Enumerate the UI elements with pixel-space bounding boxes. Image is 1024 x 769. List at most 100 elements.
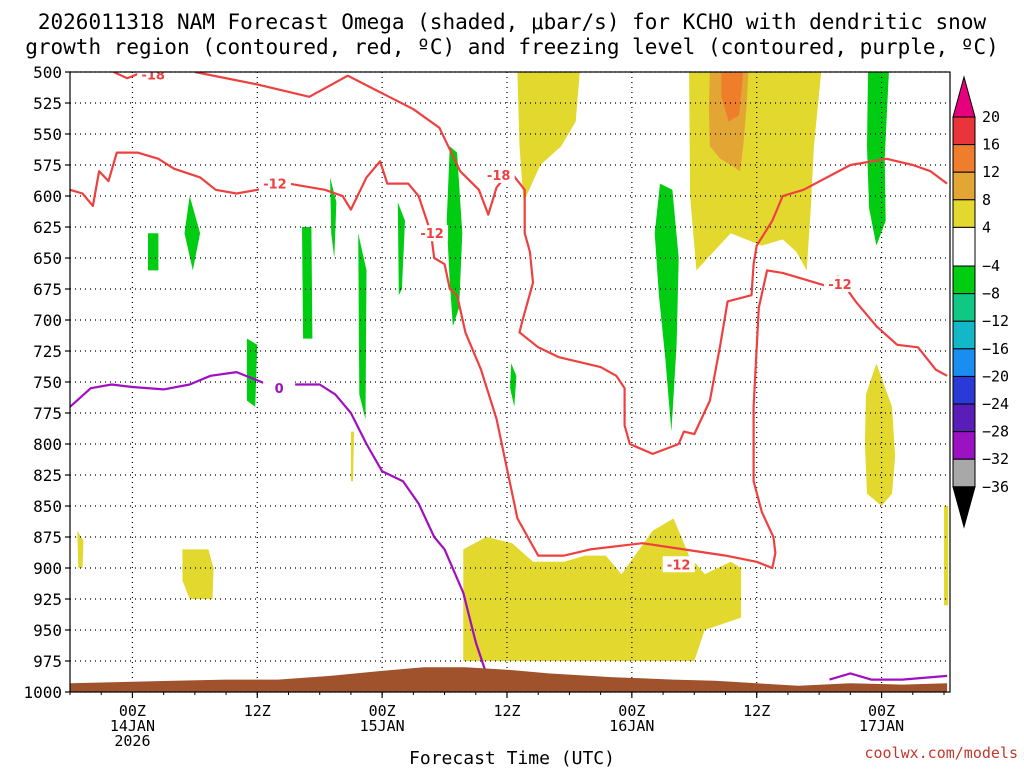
contour-label: 0 [275, 382, 284, 397]
axes-layer: 500 525 550 575 600 625 650 675 700 725 750 775 800 8… [23, 63, 951, 750]
colorbar-bin [952, 431, 976, 460]
y-tick-label: 875 [33, 528, 62, 547]
x-tick-label: 00Z [119, 702, 146, 720]
omega-region-yellow [517, 72, 580, 203]
colorbar-label: −24 [982, 395, 1009, 413]
y-tick-label: 725 [33, 342, 62, 361]
colorbar-label: 4 [982, 218, 991, 236]
y-tick-label: 500 [33, 63, 62, 82]
contour-label-bg [482, 166, 515, 183]
colorbar-bin [952, 375, 976, 405]
terrain-layer [70, 667, 948, 692]
colorbar-bin [952, 403, 976, 433]
x-tick-label: 2026 [114, 732, 150, 750]
y-tick-label: 975 [33, 652, 62, 671]
x-tick-label: 15JAN [360, 717, 405, 735]
x-tick-label: 12Z [743, 702, 770, 720]
chart-title-line2: growth region (contoured, red, ºC) and f… [25, 35, 999, 59]
x-tick-label: 14JAN [110, 717, 155, 735]
freezing-level-contour [70, 371, 488, 674]
colorbar-label: 20 [982, 108, 1000, 126]
colorbar-label: 12 [982, 163, 1000, 181]
x-tick-label: 00Z [868, 702, 895, 720]
y-tick-label: 550 [33, 125, 62, 144]
y-tick-label: 925 [33, 590, 62, 609]
colorbar-bin [952, 458, 976, 488]
x-tick-label: 00Z [369, 702, 396, 720]
y-tick-label: 1000 [23, 683, 62, 702]
colorbar-bin [952, 265, 976, 295]
colorbar-label: −4 [982, 257, 1000, 275]
colorbar-top-arrow [952, 75, 976, 118]
y-tick-label: 575 [33, 156, 62, 175]
freezing-level-contour [829, 672, 948, 681]
omega-region-green [148, 233, 159, 271]
omega-region-yellow [350, 431, 355, 482]
y-tick-label: 650 [33, 249, 62, 268]
y-tick-label: 850 [33, 497, 62, 516]
y-tick-label: 950 [33, 621, 62, 640]
omega-region-green [397, 202, 405, 296]
y-tick-label: 700 [33, 311, 62, 330]
contour-label: -12 [420, 227, 444, 242]
omega-region-green [358, 233, 367, 420]
colorbar: 20 16 12 8 4 −4 −8 −12 −16 −20 −24 −28 −32 −36 [952, 75, 1009, 529]
omega-region-yellow [463, 518, 742, 661]
omega-region-yellow [77, 530, 84, 568]
omega-region-green [330, 177, 337, 258]
colorbar-label: −12 [982, 312, 1009, 330]
colorbar-bin [952, 320, 976, 350]
terrain-fill [70, 667, 948, 692]
contour-label-bg [258, 175, 291, 192]
omega-region-dark-orange [721, 72, 744, 122]
colorbar-label: −32 [982, 450, 1009, 468]
colorbar-bin [952, 348, 976, 377]
omega-region-green [184, 196, 201, 271]
x-tick-label: 16JAN [609, 717, 654, 735]
contour-label-bg [823, 276, 856, 293]
contour-label-bg [662, 556, 695, 573]
contour-layer: -18 -18 -12 -12 -12 -12 0 [70, 68, 948, 681]
y-tick-label: 625 [33, 218, 62, 237]
omega-shading-layer [77, 72, 949, 661]
omega-region-green [510, 363, 517, 407]
y-tick-label: 675 [33, 280, 62, 299]
x-tick-label: 17JAN [859, 717, 904, 735]
colorbar-label: −20 [982, 367, 1009, 385]
omega-region-yellow [182, 549, 214, 599]
colorbar-bin [952, 116, 976, 146]
contour-label: -12 [263, 178, 287, 193]
contour-label: -18 [141, 68, 165, 83]
colorbar-bottom-arrow [952, 486, 976, 529]
x-tick-label: 12Z [244, 702, 271, 720]
colorbar-label: −16 [982, 340, 1009, 358]
omega-region-green [867, 72, 889, 246]
y-tick-label: 825 [33, 466, 62, 485]
contour-label-bg [137, 72, 170, 83]
y-tick-label: 775 [33, 404, 62, 423]
dendritic-contour [194, 72, 948, 455]
colorbar-bin [952, 293, 976, 322]
omega-region-green [302, 227, 313, 339]
y-tick-label: 800 [33, 435, 62, 454]
contour-label: -12 [667, 558, 691, 573]
y-tick-label: 750 [33, 373, 62, 392]
omega-region-green [446, 146, 463, 327]
colorbar-label: −28 [982, 423, 1009, 441]
dendritic-contour [70, 151, 948, 570]
colorbar-bin [952, 226, 976, 267]
x-tick-label: 00Z [618, 702, 645, 720]
contour-label: -18 [487, 169, 511, 184]
colorbar-label: −8 [982, 285, 1000, 303]
chart-title-line1: 2026011318 NAM Forecast Omega (shaded, μ… [37, 10, 987, 34]
contour-label-bg [416, 225, 449, 242]
colorbar-bin [952, 171, 976, 201]
contour-label-bg [263, 380, 296, 397]
contour-label: -12 [828, 278, 852, 293]
omega-region-yellow [689, 72, 822, 271]
omega-region-green [246, 338, 258, 407]
x-tick-label: 12Z [493, 702, 520, 720]
y-tick-label: 600 [33, 187, 62, 206]
site-credit: coolwx.com/models [864, 744, 1018, 762]
